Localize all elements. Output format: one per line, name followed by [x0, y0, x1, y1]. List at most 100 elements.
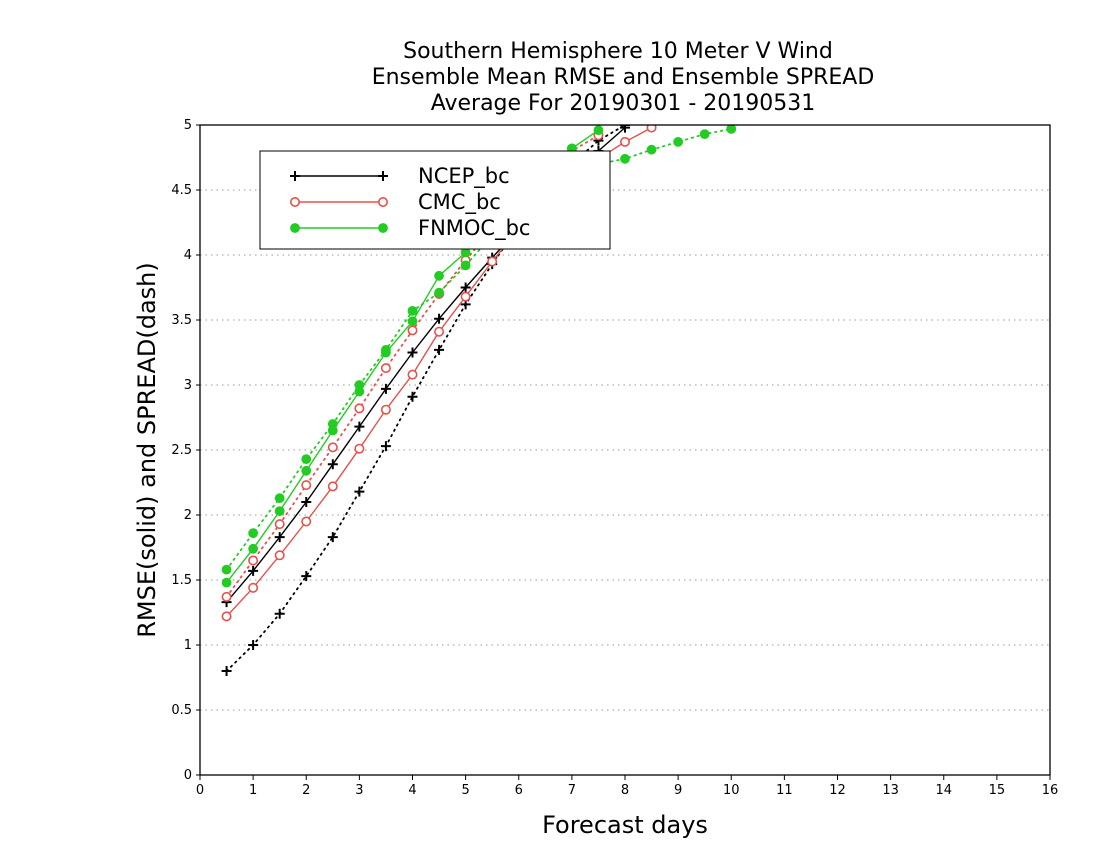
y-tick-label: 0.5: [171, 703, 192, 718]
data-point: [327, 459, 338, 470]
data-point: [354, 421, 365, 432]
y-tick-label: 4.5: [171, 183, 192, 198]
data-point: [301, 480, 312, 491]
data-point: [619, 136, 630, 147]
data-point: [460, 282, 471, 293]
data-point: [407, 347, 418, 358]
y-axis-label: RMSE(solid) and SPREAD(dash): [133, 262, 161, 638]
legend-item-cmc-bc: CMC_bc: [289, 190, 501, 215]
legend-item-fnmoc-bc: FNMOC_bc: [290, 216, 530, 241]
legend-marker: [378, 223, 388, 233]
data-point: [434, 344, 445, 355]
data-point: [301, 454, 312, 465]
data-point: [248, 528, 259, 539]
x-tick-label: 0: [196, 783, 204, 798]
data-point: [354, 403, 365, 414]
legend-label: NCEP_bc: [418, 164, 510, 189]
x-tick-label: 16: [1042, 783, 1059, 798]
y-tick-label: 4: [184, 248, 192, 263]
data-point: [407, 306, 418, 316]
data-point: [301, 516, 312, 527]
data-point: [327, 481, 338, 492]
x-axis: 0 1 2 3 4 5 6 7 8 9 10 11 12 13 14 15 16: [196, 775, 1058, 798]
data-point: [673, 137, 684, 147]
x-tick-label: 8: [621, 783, 629, 798]
data-point: [301, 571, 312, 582]
data-point: [248, 555, 259, 566]
data-point: [354, 486, 365, 497]
data-point: [248, 640, 259, 650]
data-point: [407, 325, 418, 336]
data-point: [248, 582, 259, 593]
data-point: [380, 441, 391, 452]
data-point: [274, 493, 285, 504]
data-point: [407, 369, 418, 380]
data-point: [646, 144, 657, 155]
data-point: [354, 380, 365, 390]
legend-label: CMC_bc: [418, 190, 501, 215]
data-point: [487, 256, 498, 267]
legend-marker: [290, 223, 300, 233]
x-tick-label: 13: [882, 783, 899, 798]
data-point: [221, 564, 232, 575]
data-point: [380, 363, 391, 374]
data-point: [327, 442, 338, 453]
data-point: [274, 550, 285, 561]
data-point: [248, 543, 259, 554]
legend-item-ncep-bc: NCEP_bc: [290, 164, 510, 189]
data-point: [327, 419, 338, 429]
x-axis-label: Forecast days: [542, 811, 708, 839]
y-axis: 0 0.5 1 1.5 2 2.5 3 3.5 4 4.5 5: [171, 118, 200, 783]
data-point: [327, 532, 338, 543]
legend-marker: [289, 197, 300, 208]
data-point: [620, 125, 630, 130]
y-tick-label: 5: [184, 118, 192, 133]
x-tick-label: 11: [776, 783, 793, 798]
title-line-3: Average For 20190301 - 20190531: [431, 91, 816, 116]
y-tick-label: 1.5: [171, 573, 192, 588]
data-point: [274, 519, 285, 530]
data-point: [354, 443, 365, 454]
legend-label: FNMOC_bc: [418, 216, 530, 241]
data-point: [434, 270, 444, 281]
data-point: [301, 465, 312, 476]
x-tick-label: 10: [723, 783, 740, 798]
y-tick-label: 0: [184, 768, 192, 783]
x-tick-label: 1: [249, 783, 257, 798]
y-tick-label: 2: [184, 508, 192, 523]
data-point: [221, 666, 232, 676]
data-point: [726, 125, 737, 134]
y-tick-label: 1: [184, 638, 192, 653]
chart-title: Southern Hemisphere 10 Meter V Wind Ense…: [372, 39, 875, 116]
x-tick-label: 14: [935, 783, 952, 798]
data-point: [221, 591, 232, 602]
x-tick-label: 3: [355, 783, 363, 798]
title-line-2: Ensemble Mean RMSE and Ensemble SPREAD: [372, 65, 875, 90]
data-point: [646, 125, 657, 133]
y-tick-label: 3.5: [171, 313, 192, 328]
x-tick-label: 15: [989, 783, 1006, 798]
data-point: [699, 129, 710, 140]
data-point: [274, 608, 285, 619]
data-point: [380, 383, 391, 394]
data-point: [380, 404, 391, 415]
data-point: [407, 391, 418, 402]
data-point: [381, 345, 391, 355]
data-point: [434, 287, 444, 298]
x-tick-label: 4: [408, 783, 416, 798]
legend-marker: [290, 171, 300, 181]
data-point: [407, 316, 418, 327]
x-tick-label: 6: [515, 783, 523, 798]
title-line-1: Southern Hemisphere 10 Meter V Wind: [403, 39, 833, 64]
x-tick-label: 7: [568, 783, 576, 798]
x-tick-label: 2: [302, 783, 310, 798]
data-point: [593, 125, 604, 136]
legend-marker: [377, 197, 388, 208]
data-point: [221, 577, 232, 588]
grid-lines: [200, 189, 1050, 711]
data-point: [460, 291, 471, 302]
data-point: [274, 532, 285, 543]
y-tick-label: 2.5: [171, 443, 192, 458]
